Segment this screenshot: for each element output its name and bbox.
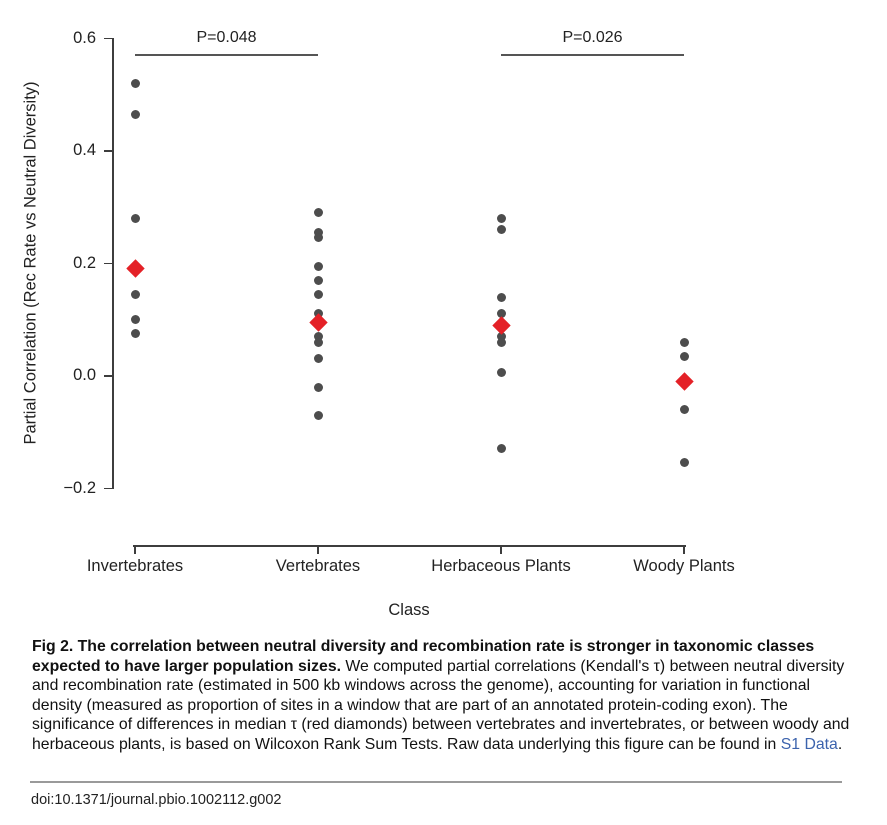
x-tick [317,545,319,554]
data-point [130,329,140,339]
figure-caption: Fig 2. The correlation between neutral d… [32,637,860,755]
data-point [313,331,323,341]
y-tick [104,150,112,152]
data-point [313,410,323,420]
median-diamond [308,313,328,332]
x-axis-title: Class [388,601,430,619]
s1-data-link[interactable]: S1 Data [780,735,838,753]
x-axis-line [133,545,686,547]
data-point [313,261,323,271]
caption-divider [30,781,842,783]
y-axis-line [112,37,114,490]
y-tick [104,375,112,377]
y-tick-label: −0.2 [63,478,96,497]
data-point [130,78,140,88]
median-diamond [491,315,511,335]
x-tick [683,545,685,554]
data-point [313,354,323,364]
data-point [313,289,323,299]
data-point [130,213,140,223]
caption-title: Fig 2. The correlation between neutral d… [32,638,815,675]
data-point [313,275,323,285]
data-point [679,458,689,468]
data-point [130,109,140,119]
data-point [496,213,506,223]
data-point [130,289,140,299]
pvalue-bracket-line [501,54,684,56]
data-point [496,225,506,235]
data-point [313,227,323,237]
pvalue-bracket-line [135,54,318,56]
median-diamond [125,259,145,279]
data-point [496,309,506,319]
x-category-label: Herbaceous Plants [431,557,571,575]
data-point [496,337,506,347]
median-diamond [674,372,694,391]
x-category-label: Woody Plants [633,557,735,575]
y-axis-title: Partial Correlation (Rec Rate vs Neutral… [21,81,40,445]
data-point [313,382,323,392]
data-point [496,368,506,378]
data-point [679,351,689,361]
x-tick [134,545,136,554]
y-tick-label: 0.0 [73,366,96,385]
data-point [496,292,506,302]
data-point [679,405,689,415]
x-tick [500,545,502,554]
data-point [679,337,689,347]
x-category-label: Vertebrates [275,557,361,575]
pvalue-label: P=0.026 [562,29,623,46]
doi-text: doi:10.1371/journal.pbio.1002112.g002 [31,792,282,808]
data-point [496,331,506,341]
data-point [313,337,323,347]
data-point [313,233,323,243]
y-tick-label: 0.4 [73,141,96,160]
caption-period: . [837,735,843,753]
y-tick [104,487,112,490]
y-tick-label: 0.2 [73,253,96,272]
data-point [313,208,323,218]
plot-area: Partial Correlation (Rec Rate vs Neutral… [21,28,735,619]
y-tick [104,37,112,40]
caption-body: We computed partial correlations (Kendal… [32,657,850,753]
data-point [496,444,506,454]
x-category-label: Invertebrates [86,557,184,575]
data-point [130,315,140,325]
y-tick [104,262,112,265]
y-tick-label: 0.6 [73,28,96,47]
pvalue-label: P=0.048 [196,29,257,46]
